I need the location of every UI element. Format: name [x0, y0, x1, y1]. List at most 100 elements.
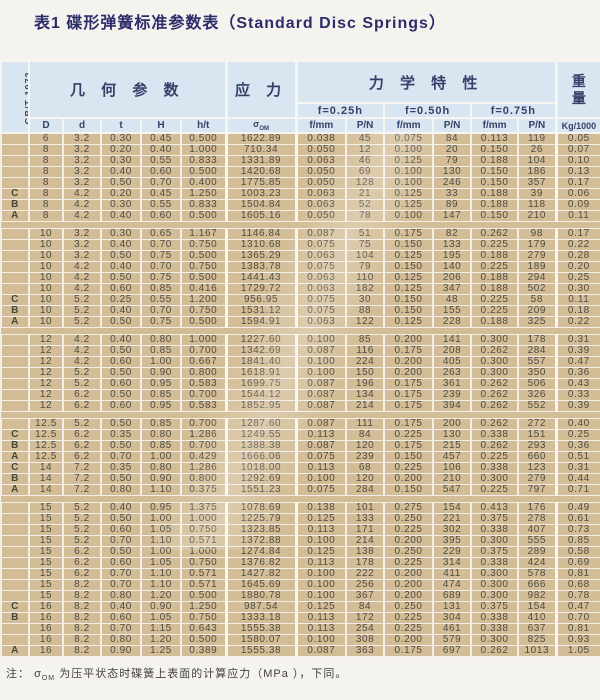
value-cell: 0.17	[554, 177, 600, 189]
value-cell: 0.60	[100, 400, 142, 412]
footnote-sigma: σ	[34, 668, 42, 680]
value-cell: 0.31	[554, 462, 600, 474]
value-cell: 0.49	[554, 502, 600, 514]
value-cell: 12	[28, 356, 64, 368]
header-stress: 应 力	[224, 60, 298, 119]
value-cell: 0.667	[179, 356, 228, 368]
value-cell: 0.175	[383, 228, 435, 240]
value-cell: 0.50	[100, 177, 142, 189]
table-row: C 14 7.2 0.35 0.80 1.286 1018.00 0.113 68 0.225 10…	[0, 462, 600, 474]
value-cell: 0.200	[383, 590, 435, 602]
value-cell: 16	[28, 634, 64, 646]
value-cell: 0.500	[179, 316, 228, 328]
value-cell: 110	[345, 272, 386, 284]
value-cell: 0.40	[100, 305, 142, 317]
value-cell: 710.34	[224, 144, 298, 156]
value-cell: 825	[517, 634, 558, 646]
value-cell: 1.15	[140, 623, 182, 635]
value-cell: 0.113	[294, 557, 348, 569]
value-cell: 0.113	[294, 462, 348, 474]
value-cell: 0.571	[179, 568, 228, 580]
value-cell: 0.300	[470, 590, 520, 602]
value-cell: 0.225	[470, 261, 520, 273]
series-letter-cell	[0, 389, 30, 401]
value-cell: 0.90	[140, 473, 182, 485]
value-cell: 0.100	[383, 177, 435, 189]
value-cell: 0.200	[383, 634, 435, 646]
value-cell: 407	[517, 524, 558, 536]
value-cell: 0.063	[294, 199, 348, 211]
value-cell: 8	[28, 144, 64, 156]
value-cell: 45	[345, 132, 386, 145]
value-cell: 214	[345, 400, 386, 412]
value-cell: 12.5	[28, 429, 64, 441]
value-cell: 0.225	[383, 557, 435, 569]
table-row: 10 3.2 0.40 0.70 0.750 1310.68 0.075 75 0.150 133…	[0, 239, 600, 251]
value-cell: 987.54	[224, 601, 298, 613]
value-cell: 1331.89	[224, 155, 298, 167]
value-cell: 0.050	[294, 144, 348, 156]
value-cell: 0.225	[470, 305, 520, 317]
table-row: A 16 8.2 0.90 1.25 0.389 1555.38 0.087 363 0.175 6…	[0, 645, 600, 657]
value-cell: 0.85	[554, 535, 600, 547]
col-p-050: P/N	[432, 117, 473, 134]
value-cell: 1.000	[179, 144, 228, 156]
value-cell: 84	[345, 429, 386, 441]
value-cell: 0.225	[383, 612, 435, 624]
value-cell: 0.11	[554, 294, 600, 306]
table-row: 15 6.2 0.70 1.10 0.571 1427.82 0.100 222 0.200 41…	[0, 568, 600, 580]
value-cell: 0.225	[383, 462, 435, 474]
value-cell: 0.225	[470, 239, 520, 251]
value-cell: 8	[28, 199, 64, 211]
footnote: 注： σOM 为压平状态时碟簧上表面的计算应力（MPa ），下同。	[0, 657, 600, 682]
value-cell: 506	[517, 378, 558, 390]
value-cell: 411	[432, 568, 473, 580]
value-cell: 10	[28, 305, 64, 317]
value-cell: 6.2	[62, 557, 102, 569]
value-cell: 0.60	[100, 612, 142, 624]
value-cell: 350	[517, 367, 558, 379]
table-row: 15 6.2 0.60 1.05 0.750 1376.82 0.113 178 0.225 31…	[0, 557, 600, 569]
value-cell: 171	[345, 524, 386, 536]
value-cell: 1.000	[179, 546, 228, 558]
value-cell: 0.389	[179, 645, 228, 657]
value-cell: 474	[432, 579, 473, 591]
value-cell: 0.063	[294, 316, 348, 328]
value-cell: 0.44	[554, 473, 600, 485]
value-cell: 0.050	[294, 210, 348, 222]
table-row: A 12.5 6.2 0.70 1.00 0.429 1666.06 0.075 239 0.15…	[0, 451, 600, 463]
value-cell: 293	[517, 440, 558, 452]
group-spacer-cell	[1, 411, 600, 419]
value-cell: 0.750	[179, 524, 228, 536]
series-letter-cell: A	[0, 210, 30, 222]
value-cell: 75	[345, 239, 386, 251]
value-cell: 0.25	[100, 294, 142, 306]
value-cell: 151	[517, 429, 558, 441]
value-cell: 0.30	[100, 132, 142, 145]
value-cell: 410	[517, 612, 558, 624]
value-cell: 363	[345, 645, 386, 657]
value-cell: 0.087	[294, 400, 348, 412]
value-cell: 0.50	[100, 367, 142, 379]
value-cell: 0.47	[554, 356, 600, 368]
value-cell: 123	[517, 462, 558, 474]
value-cell: 0.40	[100, 601, 142, 613]
value-cell: 660	[517, 451, 558, 463]
value-cell: 0.125	[383, 155, 435, 167]
value-cell: 0.36	[554, 367, 600, 379]
value-cell: 0.175	[383, 400, 435, 412]
value-cell: 956.95	[224, 294, 298, 306]
value-cell: 0.225	[470, 451, 520, 463]
value-cell: 33	[432, 188, 473, 200]
group-spacer-cell	[1, 327, 600, 335]
series-letter-cell	[0, 623, 30, 635]
value-cell: 0.70	[140, 305, 182, 317]
value-cell: 0.125	[383, 199, 435, 211]
value-cell: 4.2	[62, 261, 102, 273]
col-f-075: f/mm	[470, 117, 520, 134]
value-cell: 1645.69	[224, 579, 298, 591]
value-cell: 289	[517, 546, 558, 558]
value-cell: 0.300	[470, 535, 520, 547]
value-cell: 6.2	[62, 440, 102, 452]
table-row: 15 8.2 0.80 1.20 0.500 1880.78 0.100 367 0.200 68…	[0, 590, 600, 602]
